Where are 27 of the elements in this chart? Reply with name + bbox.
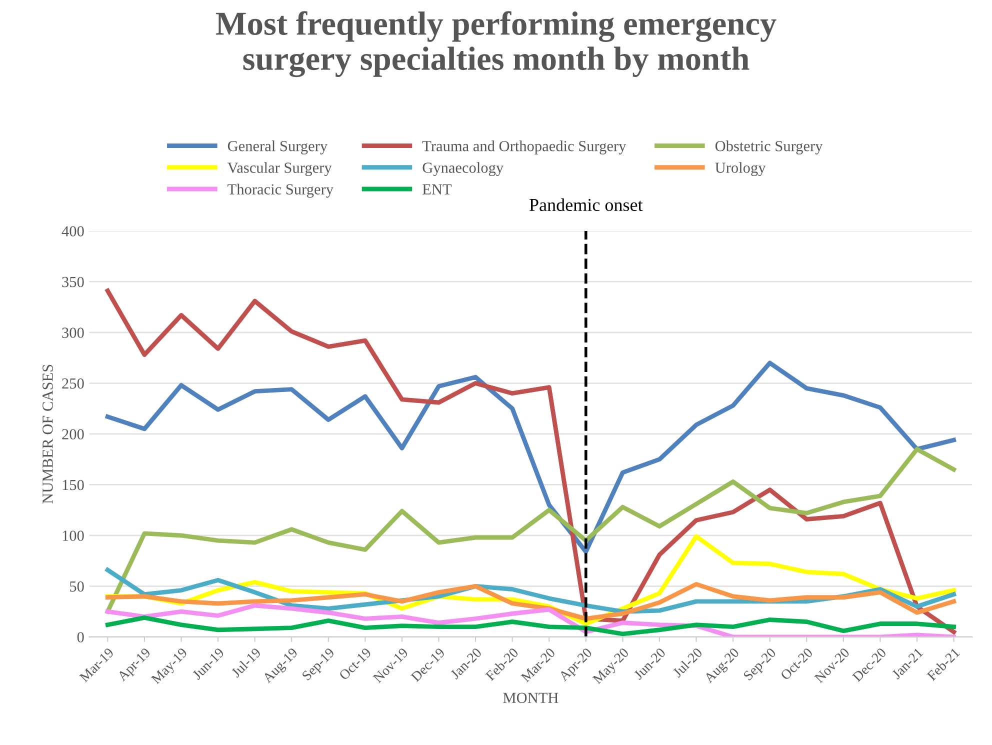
- y-tick-label: 400: [62, 226, 84, 236]
- y-tick-label: 100: [62, 530, 84, 541]
- y-axis-title: NUMBER OF CASES: [42, 364, 53, 504]
- legend-label: Urology: [715, 162, 766, 176]
- y-tick-label: 200: [62, 429, 84, 440]
- line-series: [105, 288, 956, 634]
- line-series: [105, 615, 956, 636]
- y-tick-label: 300: [62, 328, 84, 338]
- legend-label: ENT: [422, 184, 452, 194]
- y-tick-label: 0: [77, 632, 84, 642]
- legend-label: Thoracic Surgery: [228, 184, 334, 198]
- x-axis-title: MONTH: [503, 692, 558, 704]
- line-series: [105, 360, 956, 554]
- ref-line-label: Pandemic onset: [530, 198, 643, 212]
- legend-label: Vascular Surgery: [227, 162, 332, 176]
- line-series: [105, 582, 956, 621]
- legend-label: Obstetric Surgery: [715, 140, 823, 154]
- y-tick-label: 250: [62, 378, 84, 389]
- y-tick-label: 50: [70, 581, 84, 592]
- chart-title: Most frequently performing emergency surgery specialties month by month: [216, 11, 776, 78]
- line-series: [105, 446, 956, 614]
- legend-label: Gynaecology: [422, 162, 504, 176]
- legend-label: Trauma and Orthopaedic Surgery: [422, 140, 626, 154]
- line-series: [105, 603, 956, 637]
- y-tick-label: 350: [62, 276, 84, 288]
- legend-label: General Surgery: [228, 140, 328, 154]
- y-tick-label: 150: [62, 480, 84, 490]
